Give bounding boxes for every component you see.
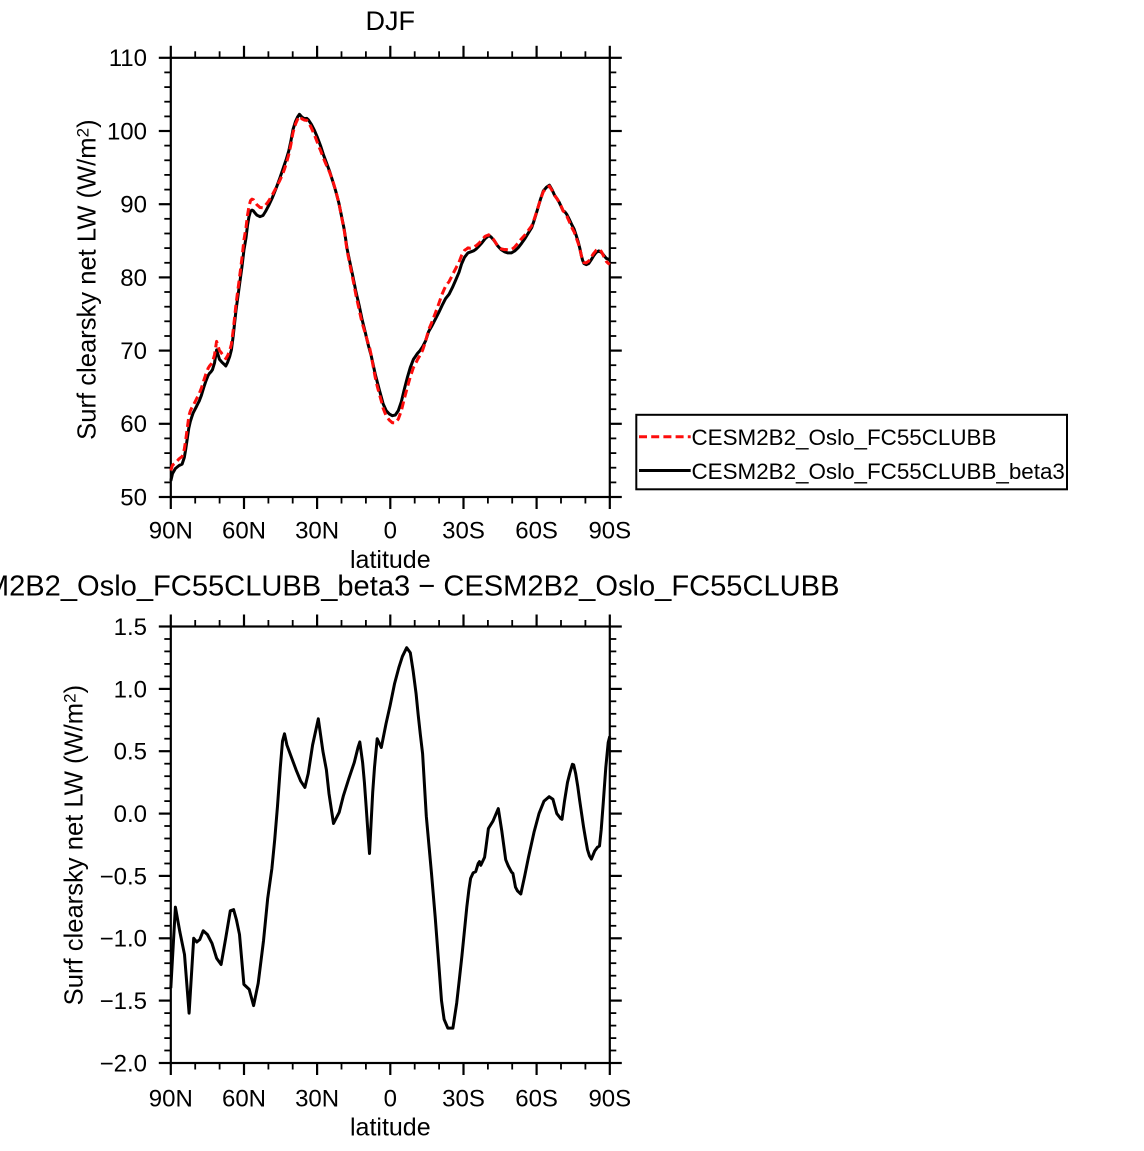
svg-text:60S: 60S	[515, 1085, 558, 1112]
svg-text:90: 90	[120, 192, 147, 219]
svg-text:90S: 90S	[588, 1085, 631, 1112]
svg-text:−1.5: −1.5	[100, 988, 147, 1015]
svg-text:90S: 90S	[588, 518, 631, 545]
svg-text:50: 50	[120, 484, 147, 511]
svg-text:30N: 30N	[295, 1085, 339, 1112]
svg-text:−1.0: −1.0	[100, 926, 147, 953]
svg-text:CESM2B2_Oslo_FC55CLUBB_beta3 −: CESM2B2_Oslo_FC55CLUBB_beta3 − CESM2B2_O…	[0, 570, 840, 602]
svg-text:DJF: DJF	[366, 6, 416, 36]
svg-text:0: 0	[384, 1085, 397, 1112]
svg-text:30S: 30S	[442, 518, 485, 545]
svg-text:60S: 60S	[515, 518, 558, 545]
svg-text:60: 60	[120, 411, 147, 438]
svg-text:Surf clearsky net LW (W/m2): Surf clearsky net LW (W/m2)	[61, 685, 89, 1005]
svg-text:60N: 60N	[222, 1085, 266, 1112]
svg-text:90N: 90N	[149, 1085, 193, 1112]
svg-text:−2.0: −2.0	[100, 1050, 147, 1077]
svg-text:CESM2B2_Oslo_FC55CLUBB_beta3: CESM2B2_Oslo_FC55CLUBB_beta3	[692, 459, 1065, 484]
svg-text:−0.5: −0.5	[100, 863, 147, 890]
svg-text:90N: 90N	[149, 518, 193, 545]
svg-text:30S: 30S	[442, 1085, 485, 1112]
svg-text:1.0: 1.0	[114, 676, 147, 703]
svg-text:30N: 30N	[295, 518, 339, 545]
svg-text:100: 100	[107, 118, 147, 145]
svg-text:0: 0	[384, 518, 397, 545]
svg-text:60N: 60N	[222, 518, 266, 545]
svg-text:0.0: 0.0	[114, 801, 147, 828]
svg-text:80: 80	[120, 265, 147, 292]
svg-text:110: 110	[109, 45, 147, 72]
svg-text:0.5: 0.5	[114, 739, 147, 766]
svg-text:1.5: 1.5	[114, 614, 147, 641]
svg-text:latitude: latitude	[350, 1114, 431, 1142]
svg-text:70: 70	[120, 338, 147, 365]
svg-text:Surf clearsky net LW (W/m2): Surf clearsky net LW (W/m2)	[74, 119, 102, 439]
svg-text:CESM2B2_Oslo_FC55CLUBB: CESM2B2_Oslo_FC55CLUBB	[692, 425, 997, 450]
svg-text:latitude: latitude	[350, 546, 431, 574]
